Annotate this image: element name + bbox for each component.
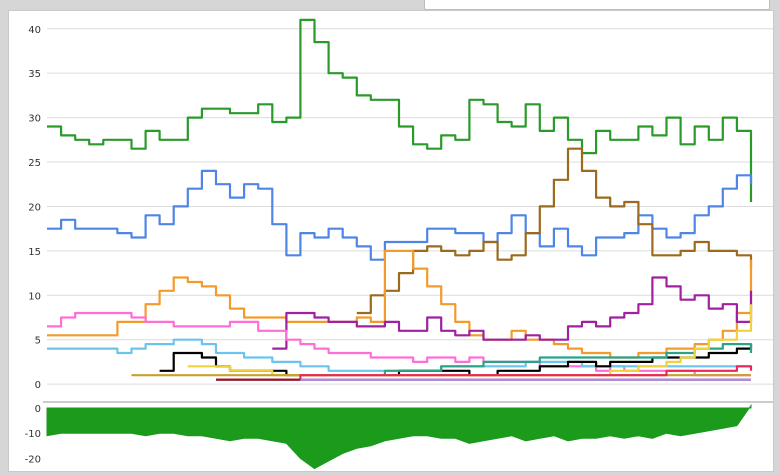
series-line-3	[47, 249, 753, 359]
y-tick-label: 30	[28, 114, 41, 125]
main-chart-series	[47, 18, 753, 381]
top-input-field[interactable]	[424, 0, 770, 10]
y-tick-label: 5	[35, 336, 41, 347]
series-line-11	[216, 365, 753, 381]
y-tick-label: 35	[28, 69, 41, 80]
main-chart-grid: 0 5 10 15 20 25 30 35 40	[28, 25, 773, 391]
y-tick-label: 25	[28, 158, 41, 169]
series-line-1	[47, 169, 753, 261]
series-line-4	[272, 276, 753, 350]
y-tick-label: 15	[28, 247, 41, 258]
chart-panel: 0 5 10 15 20 25 30 35 40 0 -10 -20	[8, 10, 774, 472]
y-tick-label: 10	[28, 291, 41, 302]
y-tick-label: 40	[28, 25, 41, 36]
y-tick-label: 0	[35, 380, 41, 391]
y-tick-label: 20	[28, 202, 41, 213]
sub-chart-area: 0 -10 -20	[25, 403, 752, 470]
series-line-2	[356, 147, 753, 315]
sub-area-fill	[46, 403, 752, 470]
sub-y-tick-label: 0	[35, 404, 41, 415]
sub-y-tick-label: -20	[25, 454, 41, 465]
series-line-0	[47, 18, 753, 202]
sub-y-tick-label: -10	[25, 429, 41, 440]
chart-canvas: 0 5 10 15 20 25 30 35 40 0 -10 -20	[25, 18, 773, 470]
